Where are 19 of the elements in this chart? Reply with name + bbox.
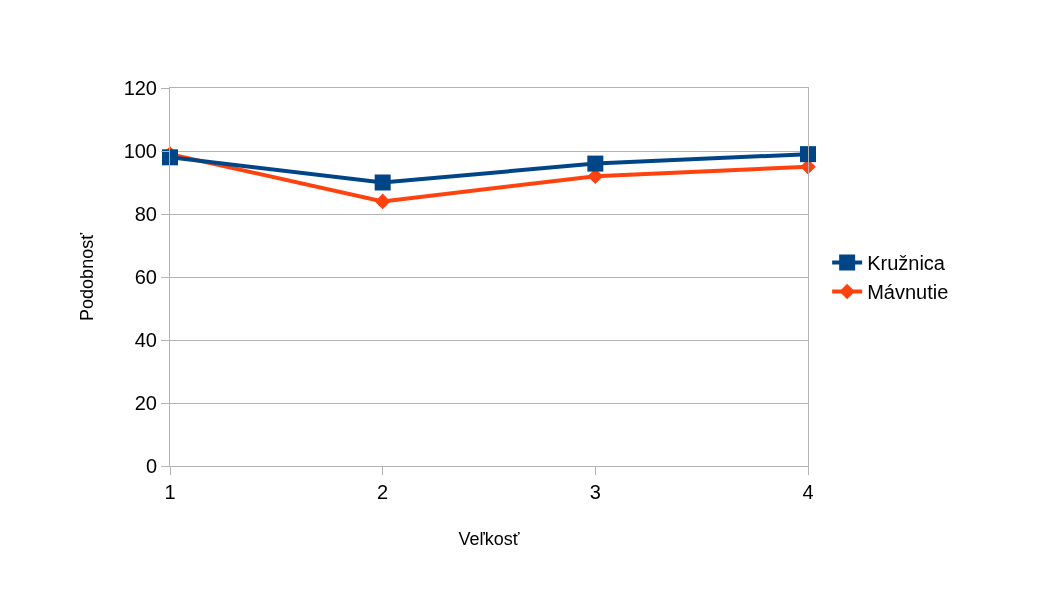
x-tick-label: 4: [802, 481, 814, 503]
point: [587, 155, 604, 172]
y-tick-label: 100: [123, 140, 157, 162]
y-tick-label: 20: [134, 392, 157, 414]
x-tick-label: 1: [164, 481, 176, 503]
point: [374, 193, 391, 210]
y-tick-label: 80: [134, 203, 157, 225]
x-axis-title: Veľkosť: [458, 529, 520, 550]
point: [800, 146, 816, 163]
y-tick-label: 40: [134, 329, 157, 351]
legend-label: Kružnica: [867, 252, 946, 275]
x-tick-label: 3: [589, 481, 601, 503]
y-tick-label: 60: [134, 266, 157, 288]
legend-label: Mávnutie: [867, 281, 949, 304]
y-tick-label: 120: [123, 77, 157, 99]
y-axis-title: Podobnosť: [76, 232, 97, 321]
point: [374, 174, 391, 191]
y-tick-label: 0: [145, 455, 157, 477]
x-tick-label: 2: [377, 481, 389, 503]
